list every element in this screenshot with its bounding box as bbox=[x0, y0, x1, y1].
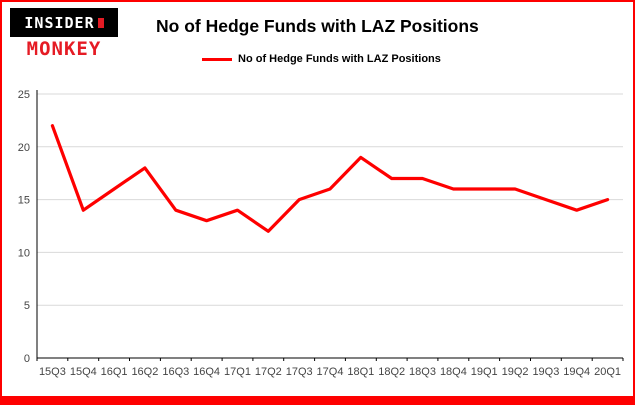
insider-monkey-logo: INSIDER MONKEY bbox=[10, 8, 118, 60]
line-chart-svg: 0 5 10 15 20 25 15Q3 15Q4 16Q1 16Q2 16Q3 16Q4 17Q1 17… bbox=[18, 89, 624, 378]
svg-text:0: 0 bbox=[24, 353, 30, 365]
svg-text:18Q1: 18Q1 bbox=[347, 366, 374, 378]
line-chart-area: 0 5 10 15 20 25 15Q3 15Q4 16Q1 16Q2 16Q3 16Q4 17Q1 17… bbox=[2, 86, 633, 396]
logo-insider-label: INSIDER bbox=[24, 14, 95, 32]
svg-text:16Q3: 16Q3 bbox=[162, 366, 189, 378]
logo-monkey-text: MONKEY bbox=[26, 38, 102, 60]
svg-text:18Q2: 18Q2 bbox=[378, 366, 405, 378]
legend-series-label: No of Hedge Funds with LAZ Positions bbox=[238, 53, 441, 65]
title-block: No of Hedge Funds with LAZ Positions No … bbox=[156, 8, 479, 65]
svg-text:20: 20 bbox=[18, 142, 30, 154]
svg-text:19Q2: 19Q2 bbox=[502, 366, 529, 378]
chart-header: INSIDER MONKEY No of Hedge Funds with LA… bbox=[2, 2, 633, 65]
chart-legend: No of Hedge Funds with LAZ Positions bbox=[202, 53, 479, 65]
svg-text:25: 25 bbox=[18, 89, 30, 101]
legend-line-swatch bbox=[202, 57, 232, 61]
svg-text:17Q2: 17Q2 bbox=[255, 366, 282, 378]
svg-text:16Q4: 16Q4 bbox=[193, 366, 220, 378]
svg-text:16Q2: 16Q2 bbox=[131, 366, 158, 378]
svg-text:18Q4: 18Q4 bbox=[440, 366, 467, 378]
svg-text:18Q3: 18Q3 bbox=[409, 366, 436, 378]
svg-text:10: 10 bbox=[18, 247, 30, 259]
svg-text:15Q3: 15Q3 bbox=[39, 366, 66, 378]
svg-text:17Q4: 17Q4 bbox=[317, 366, 344, 378]
svg-text:19Q4: 19Q4 bbox=[563, 366, 590, 378]
logo-red-square-icon bbox=[97, 18, 104, 28]
svg-text:15: 15 bbox=[18, 195, 30, 207]
svg-text:19Q3: 19Q3 bbox=[532, 366, 559, 378]
svg-text:15Q4: 15Q4 bbox=[70, 366, 97, 378]
svg-text:5: 5 bbox=[24, 300, 30, 312]
svg-text:19Q1: 19Q1 bbox=[471, 366, 498, 378]
svg-text:16Q1: 16Q1 bbox=[101, 366, 128, 378]
svg-text:20Q1: 20Q1 bbox=[594, 366, 621, 378]
chart-title: No of Hedge Funds with LAZ Positions bbox=[156, 16, 479, 36]
svg-text:17Q3: 17Q3 bbox=[286, 366, 313, 378]
svg-text:17Q1: 17Q1 bbox=[224, 366, 251, 378]
logo-insider-text: INSIDER bbox=[10, 8, 118, 37]
